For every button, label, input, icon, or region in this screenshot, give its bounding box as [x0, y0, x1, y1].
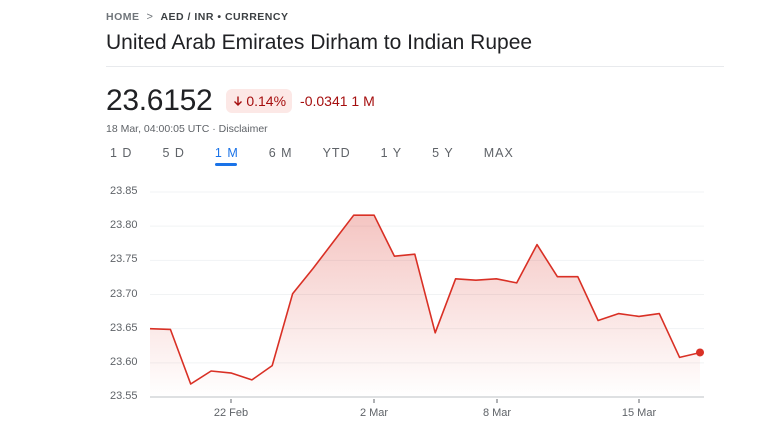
y-tick-label: 23.65 [110, 321, 138, 334]
header-divider [106, 66, 724, 67]
y-tick-label: 23.55 [110, 390, 138, 402]
tab-1d[interactable]: 1 D [110, 146, 133, 160]
timestamp-separator: · [212, 123, 216, 135]
x-tick-label: 22 Feb [213, 407, 249, 419]
chart-gridlines [150, 191, 704, 364]
x-tick-label: 15 Mar [621, 407, 657, 419]
y-tick-label: 23.60 [110, 355, 138, 368]
range-tabs: 1 D 5 D 1 M 6 M YTD 1 Y 5 Y MAX [110, 146, 514, 166]
current-price: 23.6152 [106, 84, 213, 117]
change-absolute: -0.0341 1 M [300, 93, 375, 109]
chart-line [149, 214, 701, 385]
disclaimer-link[interactable]: Disclaimer [218, 123, 268, 135]
page-title: United Arab Emirates Dirham to Indian Ru… [106, 31, 533, 54]
breadcrumb-home-link[interactable]: HOME [106, 11, 140, 23]
x-axis-ticks [230, 399, 640, 403]
tab-1y[interactable]: 1 Y [380, 146, 403, 160]
tab-ytd[interactable]: YTD [322, 146, 351, 160]
timestamp-line: 18 Mar, 04:00:05 UTC · Disclaimer [106, 123, 268, 135]
x-tick-label: 8 Mar [482, 407, 512, 419]
tab-1m[interactable]: 1 M [214, 146, 239, 166]
tab-5d[interactable]: 5 D [162, 146, 185, 160]
breadcrumb: HOME > AED / INR • CURRENCY [106, 11, 288, 23]
y-tick-label: 23.70 [110, 287, 138, 300]
change-percent-badge: 0.14% [226, 89, 293, 113]
last-price-marker [696, 348, 704, 357]
x-tick-label: 2 Mar [359, 407, 389, 419]
y-tick-label: 23.85 [110, 185, 138, 197]
timestamp: 18 Mar, 04:00:05 UTC [106, 123, 210, 135]
chevron-right-icon: > [146, 11, 154, 23]
breadcrumb-current: AED / INR • CURRENCY [160, 11, 289, 23]
tab-6m[interactable]: 6 M [268, 146, 293, 160]
change-percent: 0.14% [246, 93, 287, 109]
tab-5y[interactable]: 5 Y [432, 146, 454, 160]
price-row: 23.6152 0.14% -0.0341 1 M [106, 84, 375, 118]
arrow-down-icon [234, 96, 243, 106]
y-tick-label: 23.75 [110, 253, 138, 266]
y-tick-label: 23.80 [110, 219, 138, 232]
chart-area [150, 215, 700, 397]
tab-max[interactable]: MAX [483, 146, 514, 160]
